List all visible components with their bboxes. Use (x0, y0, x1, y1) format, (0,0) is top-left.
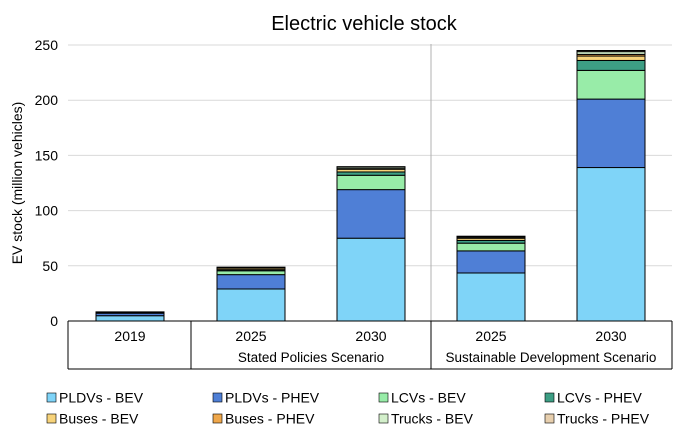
bar-segment (336, 189, 406, 239)
bar-segment (216, 266, 286, 269)
bar-segment (576, 59, 646, 71)
bar-segment (336, 237, 406, 322)
bar-segment (456, 250, 526, 274)
scenario-label: Sustainable Development Scenario (446, 350, 657, 365)
legend-swatch (46, 392, 57, 403)
legend-label: Buses - PHEV (225, 411, 315, 427)
y-tick-label: 250 (35, 37, 59, 53)
gridlines (68, 44, 672, 321)
y-tick-label: 150 (35, 147, 59, 163)
x-tick-label: 2030 (595, 328, 626, 344)
bar-segment (576, 69, 646, 100)
bar-segment (216, 288, 286, 322)
y-axis-label: EV stock (million vehicles) (9, 102, 25, 265)
bar-segment (456, 235, 526, 238)
legend: PLDVs - BEV PLDVs - PHEV LCVs - BEV LCVs - … (46, 390, 650, 427)
bar-segment (336, 174, 406, 191)
bar-segment (216, 270, 286, 276)
legend-label: PLDVs - PHEV (225, 390, 320, 406)
bar-segment (216, 274, 286, 290)
legend-swatch (46, 413, 57, 424)
legend-label: PLDVs - BEV (59, 390, 144, 406)
legend-swatch (212, 413, 223, 424)
legend-swatch (544, 392, 555, 403)
axes: 0 50 100 150 200 250 2019 2025 2030 2025 2030 State… (35, 37, 673, 370)
y-tick-label: 200 (35, 92, 59, 108)
bar-segment (576, 50, 646, 53)
legend-label: Trucks - PHEV (557, 411, 650, 427)
bar-segment (95, 315, 165, 322)
legend-label: Trucks - BEV (391, 411, 474, 427)
legend-swatch (212, 392, 223, 403)
legend-swatch (378, 413, 389, 424)
y-tick-label: 50 (42, 258, 58, 274)
legend-label: Buses - BEV (59, 411, 139, 427)
legend-label: LCVs - BEV (391, 390, 466, 406)
bar-segment (95, 311, 165, 313)
x-tick-label: 2019 (114, 328, 145, 344)
bar-segment (576, 98, 646, 169)
legend-swatch (378, 392, 389, 403)
x-tick-label: 2030 (355, 328, 386, 344)
y-tick-label: 0 (50, 313, 58, 329)
bar-segment (576, 167, 646, 322)
bar-segment (456, 242, 526, 252)
bar-segment (576, 55, 646, 61)
legend-label: LCVs - PHEV (557, 390, 642, 406)
x-tick-label: 2025 (475, 328, 506, 344)
bar-segment (456, 272, 526, 322)
chart-title: Electric vehicle stock (271, 13, 458, 35)
bar-segment (336, 166, 406, 168)
bars (95, 50, 646, 322)
scenario-label: Stated Policies Scenario (238, 350, 384, 365)
legend-swatch (544, 413, 555, 424)
x-tick-label: 2025 (235, 328, 266, 344)
y-tick-label: 100 (35, 203, 59, 219)
